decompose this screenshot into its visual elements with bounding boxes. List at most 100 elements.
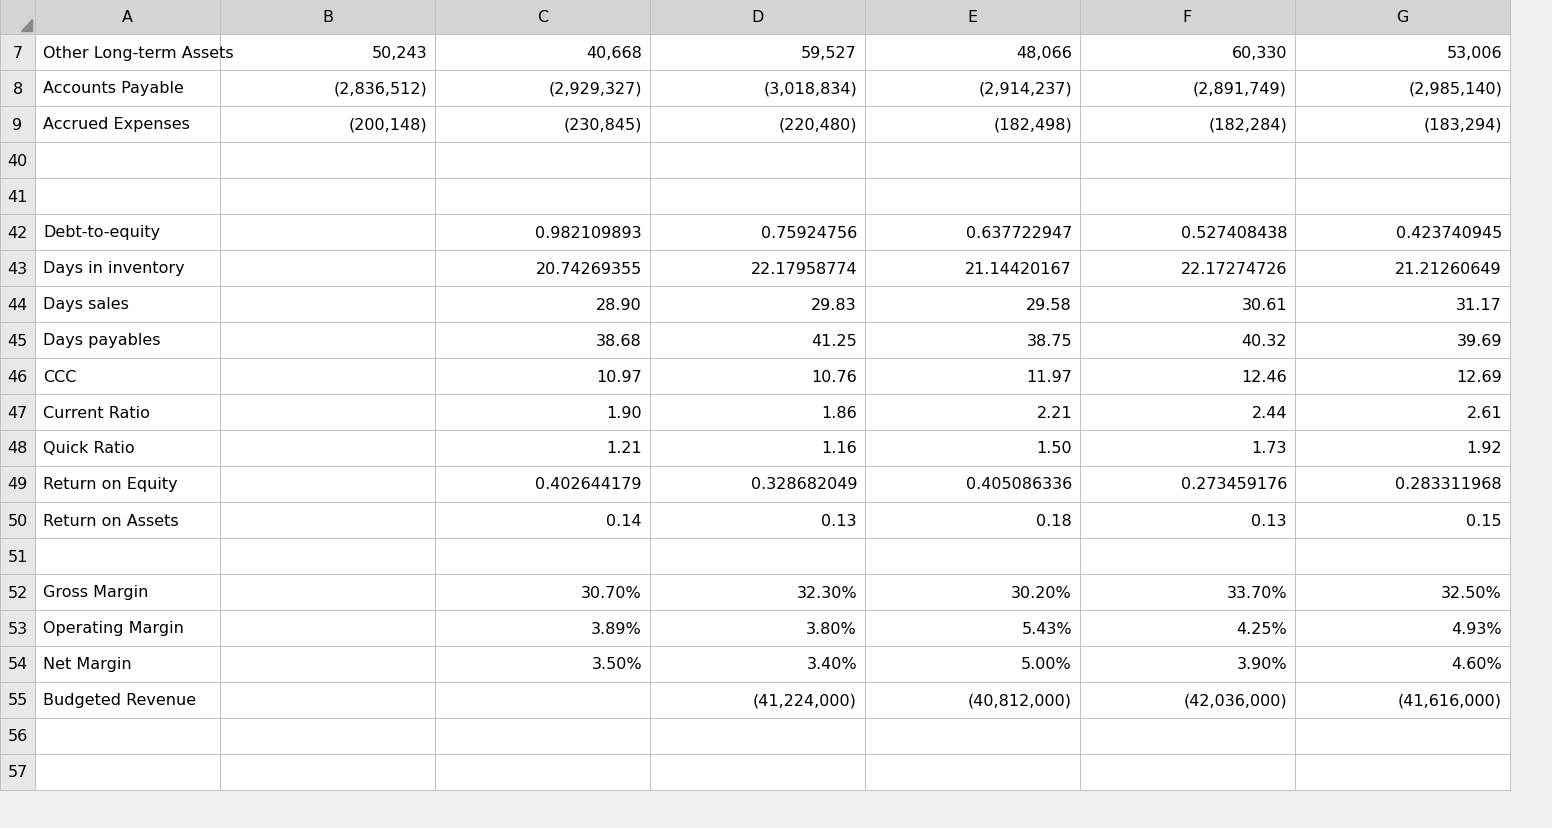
Text: 29.83: 29.83: [812, 297, 857, 312]
Bar: [650, 71, 864, 107]
Bar: [1080, 718, 1294, 754]
Bar: [1080, 682, 1294, 718]
Text: 48,066: 48,066: [1017, 46, 1072, 60]
Text: 20.74269355: 20.74269355: [535, 261, 643, 277]
Text: (2,929,327): (2,929,327): [548, 81, 643, 96]
Bar: [36, 107, 220, 142]
Bar: [864, 682, 1080, 718]
Bar: [0, 538, 36, 575]
Bar: [864, 0, 1080, 35]
Text: Quick Ratio: Quick Ratio: [43, 441, 135, 456]
Text: (2,985,140): (2,985,140): [1408, 81, 1502, 96]
Bar: [1294, 71, 1510, 107]
Bar: [1080, 179, 1294, 214]
Text: 3.90%: 3.90%: [1237, 657, 1287, 672]
Bar: [220, 71, 435, 107]
Bar: [0, 179, 36, 214]
Bar: [36, 71, 220, 107]
Text: 0.18: 0.18: [1037, 513, 1072, 528]
Bar: [864, 359, 1080, 394]
Bar: [0, 682, 36, 718]
Bar: [1294, 646, 1510, 682]
Bar: [1294, 682, 1510, 718]
Bar: [220, 286, 435, 323]
Text: 0.13: 0.13: [1251, 513, 1287, 528]
Bar: [1080, 107, 1294, 142]
Text: (182,284): (182,284): [1209, 118, 1287, 132]
Text: 30.20%: 30.20%: [1012, 585, 1072, 599]
Bar: [864, 466, 1080, 503]
Bar: [220, 431, 435, 466]
Text: Operating Margin: Operating Margin: [43, 621, 183, 636]
Text: 41.25: 41.25: [812, 333, 857, 348]
Bar: [0, 0, 36, 35]
Text: (41,616,000): (41,616,000): [1398, 693, 1502, 708]
Bar: [1080, 646, 1294, 682]
Text: 46: 46: [8, 369, 28, 384]
Bar: [1080, 754, 1294, 790]
Bar: [650, 682, 864, 718]
Bar: [1294, 142, 1510, 179]
Bar: [864, 107, 1080, 142]
Bar: [36, 323, 220, 359]
Text: 0.13: 0.13: [821, 513, 857, 528]
Bar: [36, 431, 220, 466]
Text: 7: 7: [12, 46, 23, 60]
Bar: [435, 0, 650, 35]
Text: 51: 51: [8, 549, 28, 564]
Text: 1.50: 1.50: [1037, 441, 1072, 456]
Bar: [36, 754, 220, 790]
Bar: [36, 646, 220, 682]
Bar: [220, 251, 435, 286]
Text: (182,498): (182,498): [993, 118, 1072, 132]
Text: 50,243: 50,243: [371, 46, 427, 60]
Text: 47: 47: [8, 405, 28, 420]
Bar: [435, 431, 650, 466]
Text: 32.50%: 32.50%: [1442, 585, 1502, 599]
Text: 22.17958774: 22.17958774: [750, 261, 857, 277]
Bar: [1080, 503, 1294, 538]
Text: 43: 43: [8, 261, 28, 277]
Text: Days in inventory: Days in inventory: [43, 261, 185, 277]
Bar: [220, 107, 435, 142]
Text: 28.90: 28.90: [596, 297, 643, 312]
Text: 0.982109893: 0.982109893: [535, 225, 643, 240]
Bar: [435, 394, 650, 431]
Text: 5.43%: 5.43%: [1021, 621, 1072, 636]
Bar: [864, 610, 1080, 646]
Bar: [0, 35, 36, 71]
Bar: [435, 682, 650, 718]
Bar: [435, 142, 650, 179]
Bar: [1294, 359, 1510, 394]
Text: 49: 49: [8, 477, 28, 492]
Text: 4.25%: 4.25%: [1237, 621, 1287, 636]
Bar: [864, 646, 1080, 682]
Bar: [220, 142, 435, 179]
Bar: [435, 503, 650, 538]
Text: 31.17: 31.17: [1456, 297, 1502, 312]
Bar: [220, 35, 435, 71]
Bar: [1294, 0, 1510, 35]
Bar: [650, 394, 864, 431]
Bar: [36, 394, 220, 431]
Bar: [36, 286, 220, 323]
Bar: [220, 718, 435, 754]
Text: 41: 41: [8, 190, 28, 205]
Bar: [864, 214, 1080, 251]
Text: Budgeted Revenue: Budgeted Revenue: [43, 693, 196, 708]
Bar: [650, 251, 864, 286]
Text: 3.50%: 3.50%: [591, 657, 643, 672]
Text: Accounts Payable: Accounts Payable: [43, 81, 183, 96]
Bar: [1294, 754, 1510, 790]
Text: 1.86: 1.86: [821, 405, 857, 420]
Text: (2,891,749): (2,891,749): [1193, 81, 1287, 96]
Bar: [435, 107, 650, 142]
Text: 40: 40: [8, 153, 28, 168]
Text: Net Margin: Net Margin: [43, 657, 132, 672]
Bar: [435, 754, 650, 790]
Bar: [435, 646, 650, 682]
Text: 1.73: 1.73: [1251, 441, 1287, 456]
Text: 1.21: 1.21: [607, 441, 643, 456]
Text: 3.40%: 3.40%: [807, 657, 857, 672]
Text: (2,914,237): (2,914,237): [978, 81, 1072, 96]
